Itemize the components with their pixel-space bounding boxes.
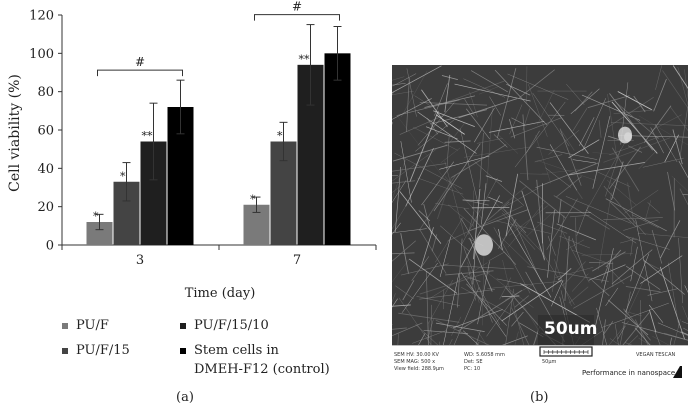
significance-marker: * — [120, 170, 126, 183]
significance-hash: # — [135, 55, 145, 69]
y-tick-label: 100 — [29, 47, 54, 62]
sem-meta-col2: WD: 5.6058 mm Det: SE PC: 10 — [464, 352, 505, 372]
x-tick-label: 3 — [136, 253, 144, 268]
panel-label-b: (b) — [530, 390, 549, 405]
legend-label: Stem cells in — [194, 343, 279, 358]
legend-swatch — [180, 322, 186, 329]
sem-meta-col1: SEM HV: 30.00 KV SEM MAG: 500 x View field… — [394, 352, 444, 372]
x-tick-label: 7 — [293, 253, 301, 268]
panel-label-a: (a) — [176, 390, 194, 405]
sem-slogan: Performance in nanospace — [582, 369, 676, 377]
significance-bracket — [97, 69, 183, 77]
legend-label: PU/F/15 — [76, 343, 130, 358]
legend-item-pu-f-15-10: PU/F/15/10 — [180, 318, 269, 333]
sem-micrograph: 50um — [392, 65, 688, 345]
legend-item-control: Stem cells in — [180, 343, 279, 358]
y-tick-label: 40 — [37, 162, 54, 177]
fiber-texture — [392, 65, 688, 345]
legend-swatch — [62, 347, 68, 354]
legend-swatch — [62, 322, 68, 329]
y-tick-label: 80 — [37, 85, 54, 100]
chart-axes: 0 20 40 60 80 100 120 3 7 — [29, 9, 377, 268]
significance-marker: * — [93, 210, 99, 223]
bar — [86, 222, 113, 245]
sem-meta-col3: 50μm — [542, 359, 557, 365]
y-axis-label: Cell viability (%) — [7, 74, 23, 192]
tescan-logo-icon — [673, 366, 682, 378]
scale-bar-label: 50um — [544, 319, 598, 339]
chart-bars: ****#****# — [86, 0, 351, 246]
sem-info-bar: SEM HV: 30.00 KV SEM MAG: 500 x View field… — [392, 345, 688, 386]
significance-bracket — [254, 14, 340, 21]
y-tick-label: 120 — [29, 9, 54, 24]
legend-item-pu-f: PU/F — [62, 318, 109, 333]
legend-label: PU/F — [76, 318, 109, 333]
significance-hash: # — [292, 0, 302, 14]
legend-label: DMEH-F12 (control) — [194, 362, 330, 377]
significance-marker: * — [277, 130, 283, 143]
y-tick-label: 20 — [37, 200, 54, 215]
y-tick-label: 60 — [37, 124, 54, 139]
legend-swatch — [180, 347, 186, 354]
legend-item-pu-f-15: PU/F/15 — [62, 343, 130, 358]
significance-marker: ** — [299, 53, 311, 66]
x-axis-label: Time (day) — [185, 286, 256, 300]
scale-bar — [539, 346, 593, 357]
legend-item-control-line2: DMEH-F12 (control) — [194, 362, 330, 377]
sem-brand: VEGAN TESCAN — [636, 352, 676, 358]
legend-label: PU/F/15/10 — [194, 318, 269, 333]
significance-marker: * — [250, 193, 256, 206]
significance-marker: ** — [142, 130, 154, 143]
y-tick-label: 0 — [46, 239, 54, 254]
bar — [324, 53, 351, 246]
